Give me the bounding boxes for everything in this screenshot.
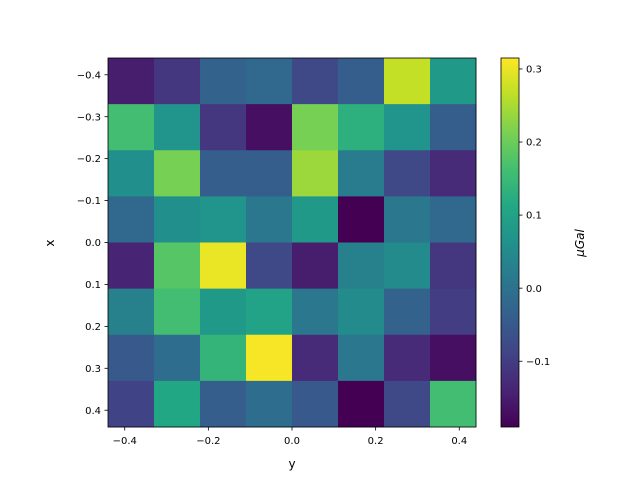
heatmap-cell xyxy=(154,150,201,197)
heatmap-cell xyxy=(430,380,477,428)
heatmap-cell xyxy=(430,104,477,151)
heatmap-cell xyxy=(108,288,155,336)
heatmap-cell xyxy=(154,380,201,428)
heatmap-cell xyxy=(200,334,247,382)
heatmap-cell xyxy=(200,196,247,243)
heatmap-cell xyxy=(384,150,431,197)
heatmap-cell xyxy=(200,242,247,290)
heatmap-cell xyxy=(292,196,339,243)
heatmap-cell xyxy=(108,150,155,197)
y-tick-label: −0.4 xyxy=(77,70,101,81)
heatmap-cell xyxy=(338,380,385,428)
heatmap-cell xyxy=(430,334,477,382)
y-tick-label: 0.2 xyxy=(85,322,101,333)
heatmap-cell xyxy=(108,242,155,290)
heatmap-cell xyxy=(292,288,339,336)
x-axis-ticks: −0.4 −0.2 0.0 0.2 0.4 xyxy=(113,427,467,447)
heatmap-cell xyxy=(154,58,201,105)
colorbar-frame xyxy=(500,57,520,428)
colorbar-tick-label: −0.1 xyxy=(526,357,550,368)
colorbar xyxy=(501,58,519,427)
colorbar-tick-label: 0.0 xyxy=(526,284,542,295)
heatmap-cell xyxy=(200,288,247,336)
x-tick-label: 0.2 xyxy=(368,436,384,447)
y-axis-label: x xyxy=(43,239,57,246)
heatmap-cell xyxy=(292,242,339,290)
heatmap-cell xyxy=(430,196,477,243)
heatmap-cell xyxy=(246,288,293,336)
heatmap-cell xyxy=(292,104,339,151)
heatmap-cells xyxy=(108,58,477,428)
heatmap-cell xyxy=(246,380,293,428)
heatmap-cell xyxy=(108,196,155,243)
heatmap-cell xyxy=(338,150,385,197)
heatmap-cell xyxy=(384,196,431,243)
heatmap-cell xyxy=(200,150,247,197)
heatmap-cell xyxy=(292,150,339,197)
colorbar-ticks: −0.1 0.0 0.1 0.2 0.3 xyxy=(519,65,550,368)
x-tick-label: 0.0 xyxy=(284,436,300,447)
heatmap-cell xyxy=(292,380,339,428)
y-tick-label: 0.4 xyxy=(85,406,101,417)
heatmap-cell xyxy=(154,104,201,151)
y-tick-label: 0.3 xyxy=(85,364,101,375)
heatmap-cell xyxy=(384,58,431,105)
heatmap-cell xyxy=(292,334,339,382)
heatmap-cell xyxy=(154,196,201,243)
y-tick-label: 0.0 xyxy=(85,238,101,249)
heatmap-cell xyxy=(108,104,155,151)
colorbar-tick-label: 0.2 xyxy=(526,138,542,149)
heatmap-cell xyxy=(108,380,155,428)
y-tick-label: −0.1 xyxy=(77,196,101,207)
heatmap-cell xyxy=(430,58,477,105)
heatmap-cell xyxy=(338,58,385,105)
colorbar-tick-label: 0.3 xyxy=(526,65,542,76)
x-tick-label: −0.4 xyxy=(113,436,137,447)
y-tick-label: −0.2 xyxy=(77,154,101,165)
x-axis-label: y xyxy=(288,457,295,471)
heatmap-cell xyxy=(384,380,431,428)
heatmap-cell xyxy=(384,334,431,382)
heatmap-cell xyxy=(246,58,293,105)
heatmap-cell xyxy=(154,288,201,336)
heatmap-cell xyxy=(384,288,431,336)
heatmap-cell xyxy=(338,288,385,336)
heatmap-cell xyxy=(246,104,293,151)
heatmap-cell xyxy=(246,150,293,197)
colorbar-label: μGal xyxy=(573,229,587,258)
y-axis-ticks: −0.4 −0.3 −0.2 −0.1 0.0 0.1 0.2 0.3 0.4 xyxy=(77,70,108,417)
heatmap-cell xyxy=(154,242,201,290)
heatmap-cell xyxy=(338,104,385,151)
heatmap-cell xyxy=(338,242,385,290)
heatmap-cell xyxy=(108,334,155,382)
heatmap-cell xyxy=(384,242,431,290)
heatmap-cell xyxy=(246,196,293,243)
heatmap-cell xyxy=(338,196,385,243)
y-tick-label: 0.1 xyxy=(85,280,101,291)
heatmap-cell xyxy=(154,334,201,382)
x-tick-label: 0.4 xyxy=(451,436,467,447)
heatmap-cell xyxy=(200,58,247,105)
heatmap-cell xyxy=(384,104,431,151)
heatmap-cell xyxy=(200,104,247,151)
colorbar-tick-label: 0.1 xyxy=(526,211,542,222)
y-tick-label: −0.3 xyxy=(77,112,101,123)
heatmap-cell xyxy=(200,380,247,428)
heatmap-cell xyxy=(430,242,477,290)
x-tick-label: −0.2 xyxy=(196,436,220,447)
heatmap-cell xyxy=(338,334,385,382)
heatmap-cell xyxy=(108,58,155,105)
heatmap-cell xyxy=(292,58,339,105)
heatmap-cell xyxy=(246,242,293,290)
heatmap-cell xyxy=(430,150,477,197)
heatmap-cell xyxy=(246,334,293,382)
heatmap-cell xyxy=(430,288,477,336)
